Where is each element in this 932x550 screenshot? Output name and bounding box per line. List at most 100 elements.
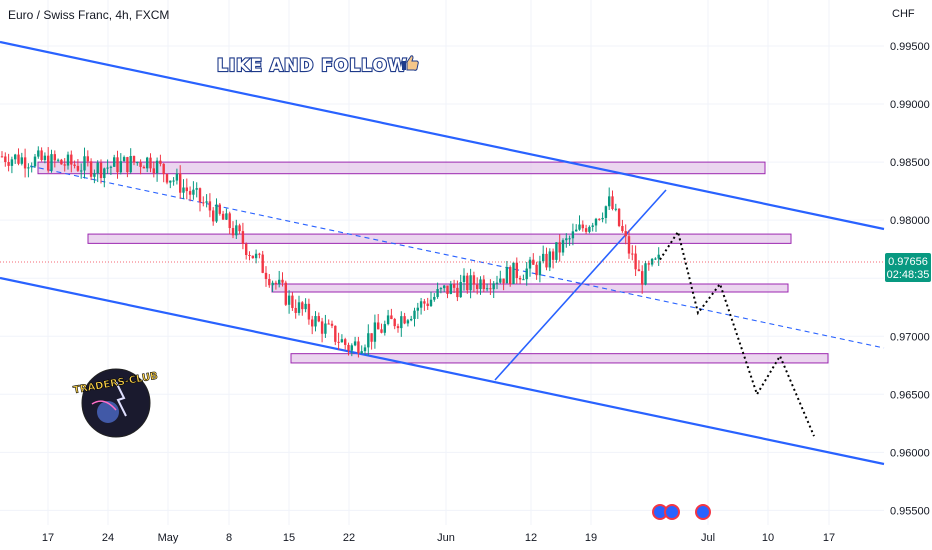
sr-zone[interactable] — [37, 161, 766, 175]
candle-body — [4, 156, 7, 163]
x-tick-label: 19 — [585, 532, 597, 544]
candle-body — [149, 157, 152, 169]
candle-body — [208, 201, 212, 211]
candle-body — [30, 166, 33, 168]
candle-body — [433, 296, 436, 300]
candle-body — [274, 282, 278, 284]
candle-body — [627, 236, 631, 254]
candle-body — [485, 288, 489, 290]
sr-zone[interactable] — [271, 283, 789, 293]
sr-zone[interactable] — [290, 353, 829, 364]
price-badge[interactable]: 0.97656 02:48:35 — [885, 253, 931, 282]
candle-body — [565, 238, 568, 241]
candle-body — [126, 157, 129, 173]
candle-body — [314, 316, 317, 327]
candle-body — [162, 163, 165, 175]
channel-lower-line[interactable] — [0, 276, 885, 466]
candle-body — [129, 156, 132, 173]
sr-zone[interactable] — [87, 233, 792, 244]
candle-body — [393, 319, 396, 327]
candle-body — [363, 347, 367, 352]
candle-body — [436, 289, 439, 297]
candle-body — [601, 217, 604, 220]
candle-body — [344, 339, 347, 345]
candle-body — [443, 285, 446, 289]
candle-body — [317, 316, 320, 322]
candle-body — [647, 263, 650, 265]
candle-body — [449, 283, 452, 294]
channel-upper-line[interactable] — [0, 40, 885, 231]
event-icon[interactable] — [664, 504, 680, 520]
candle-body — [47, 155, 50, 171]
candle-body — [27, 167, 30, 169]
candle-body — [370, 333, 373, 342]
candle-body — [66, 154, 70, 166]
uptrend-line[interactable] — [494, 189, 667, 381]
support-resistance-zones[interactable] — [37, 161, 829, 364]
candle-body — [146, 157, 149, 169]
candle-body — [182, 187, 185, 193]
grid — [0, 0, 884, 525]
event-icon[interactable] — [695, 504, 711, 520]
candle-body — [113, 157, 116, 167]
candle-body — [654, 258, 657, 260]
candle-body — [380, 329, 383, 333]
candle-body — [179, 173, 182, 193]
candle-body — [83, 156, 86, 171]
candle-body — [644, 263, 647, 285]
candle-body — [320, 321, 324, 334]
time-axis[interactable] — [0, 525, 884, 550]
candle-body — [538, 261, 542, 276]
candle-body — [175, 173, 179, 181]
economic-event-icons[interactable] — [652, 504, 711, 520]
candle-body — [268, 279, 271, 286]
candle-body — [413, 310, 416, 319]
candle-body — [624, 231, 627, 237]
candle-body — [584, 228, 588, 232]
candle-body — [367, 333, 370, 348]
candle-body — [495, 282, 499, 284]
candle-body — [657, 254, 660, 259]
candle-body — [360, 351, 363, 354]
candle-body — [205, 201, 208, 203]
candle-body — [532, 259, 535, 265]
candle-body — [40, 150, 43, 161]
candle-body — [155, 160, 159, 174]
channel-mid-line[interactable] — [29, 165, 885, 349]
candle-body — [73, 164, 76, 166]
x-tick-label: 17 — [42, 532, 54, 544]
price-channel[interactable] — [0, 40, 885, 466]
candle-body — [403, 316, 406, 324]
candle-body — [476, 284, 479, 289]
candle-body — [578, 224, 581, 230]
candle-body — [357, 341, 360, 354]
candle-body — [419, 301, 423, 308]
projection-path[interactable] — [659, 229, 815, 437]
candle-body — [373, 322, 377, 342]
candle-body — [634, 253, 637, 270]
candle-body — [96, 162, 99, 174]
candles — [0, 146, 660, 358]
candle-body — [347, 344, 350, 351]
candle-body — [390, 315, 393, 320]
candle-body — [611, 196, 614, 209]
candle-body — [588, 226, 591, 232]
candle-body — [594, 218, 598, 226]
candle-body — [122, 157, 126, 162]
candle-body — [287, 295, 291, 305]
candle-body — [340, 339, 344, 343]
candle-body — [291, 295, 294, 308]
candle-body — [172, 180, 175, 182]
candle-body — [568, 238, 571, 240]
candle-body — [522, 279, 525, 281]
price-badge-value: 0.97656 — [888, 256, 928, 268]
candle-body — [439, 288, 443, 290]
candle-body — [492, 283, 495, 290]
candle-body — [334, 325, 337, 342]
candle-body — [169, 180, 172, 183]
y-tick-label: 0.98500 — [890, 157, 930, 169]
x-tick-label: May — [158, 532, 179, 544]
candle-body — [311, 319, 314, 327]
